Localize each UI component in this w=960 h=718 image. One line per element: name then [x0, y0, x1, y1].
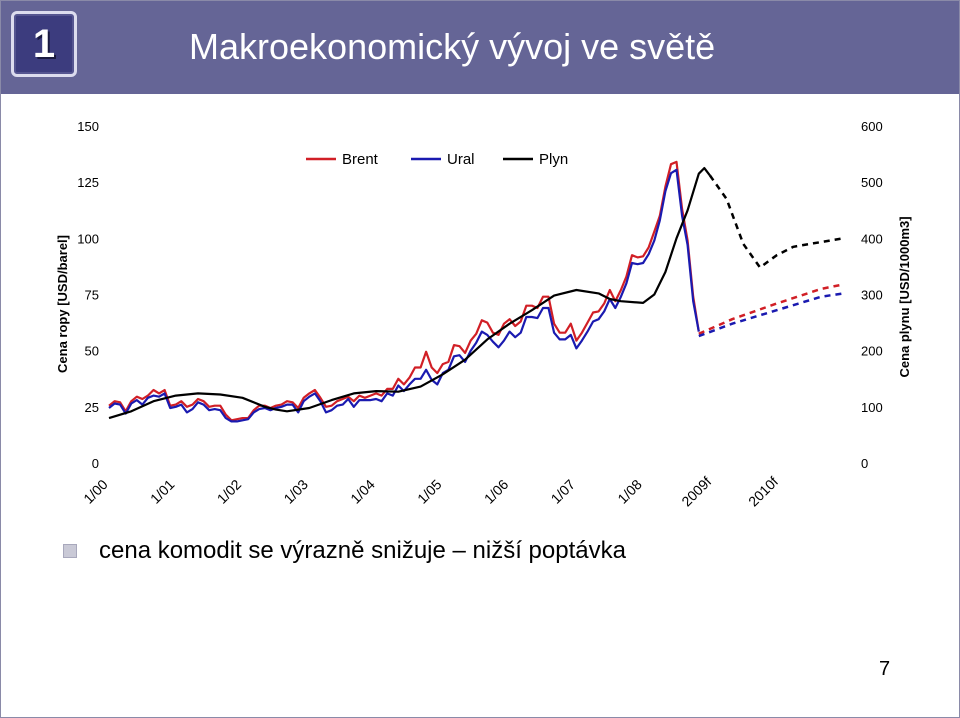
right-axis-label: Cena plynu [USD/1000m3] [897, 216, 912, 377]
left-tick-label: 125 [77, 175, 99, 190]
x-tick-label: 1/03 [280, 476, 311, 507]
x-tick-label: 1/02 [214, 476, 245, 507]
legend: Brent Ural Plyn [306, 151, 568, 168]
page-number: 7 [879, 658, 891, 680]
header-bar: 1 Makroekonomický vývoj ve světě [1, 1, 959, 94]
series-line-plyn [108, 167, 711, 420]
left-tick-label: 25 [85, 400, 99, 415]
x-tick-label: 1/01 [147, 476, 178, 507]
bullet-square-icon [63, 544, 77, 558]
commodity-price-chart: 0 25 50 75 100 125 150 0 100 200 300 400 500 600 1/0… [55, 119, 912, 510]
left-axis-ticks: 0 25 50 75 100 125 150 [77, 119, 99, 471]
x-tick-label: 1/08 [614, 476, 645, 507]
x-tick-label: 2009f [678, 473, 714, 509]
right-tick-label: 0 [861, 456, 868, 471]
x-tick-label: 1/06 [481, 476, 512, 507]
right-tick-label: 500 [861, 175, 883, 190]
bullet-item: cena komodit se výrazně snižuje – nižší … [63, 537, 626, 565]
x-tick-label: 2010f [745, 473, 781, 509]
left-tick-label: 0 [92, 456, 99, 471]
x-tick-label: 1/04 [347, 476, 378, 507]
right-tick-label: 200 [861, 344, 883, 359]
series-line-plyn-forecast [708, 174, 844, 269]
left-tick-label: 150 [77, 119, 99, 134]
legend-label-brent: Brent [342, 151, 379, 168]
right-tick-label: 600 [861, 119, 883, 134]
series-line-ural-forecast [698, 292, 844, 338]
series-line-brent [108, 160, 700, 422]
series-layer [108, 160, 844, 423]
right-tick-label: 100 [861, 400, 883, 415]
x-axis-ticks: 1/00 1/01 1/02 1/03 1/04 1/05 1/06 1/07 1/08 2009… [80, 473, 781, 509]
left-tick-label: 100 [77, 231, 99, 246]
left-tick-label: 75 [85, 288, 99, 303]
right-tick-label: 400 [861, 231, 883, 246]
x-tick-label: 1/00 [80, 476, 111, 507]
legend-label-plyn: Plyn [539, 151, 568, 168]
left-axis-label: Cena ropy [USD/barel] [55, 235, 70, 373]
series-line-brent-forecast [698, 283, 844, 335]
left-tick-label: 50 [85, 344, 99, 359]
x-tick-label: 1/05 [414, 476, 445, 507]
slide-number-badge: 1 [11, 11, 77, 77]
legend-label-ural: Ural [447, 151, 475, 168]
slide-title: Makroekonomický vývoj ve světě [189, 26, 716, 67]
right-axis-ticks: 0 100 200 300 400 500 600 [861, 119, 883, 471]
x-tick-label: 1/07 [548, 476, 579, 507]
bullet-text: cena komodit se výrazně snižuje – nižší … [99, 537, 626, 564]
right-tick-label: 300 [861, 288, 883, 303]
